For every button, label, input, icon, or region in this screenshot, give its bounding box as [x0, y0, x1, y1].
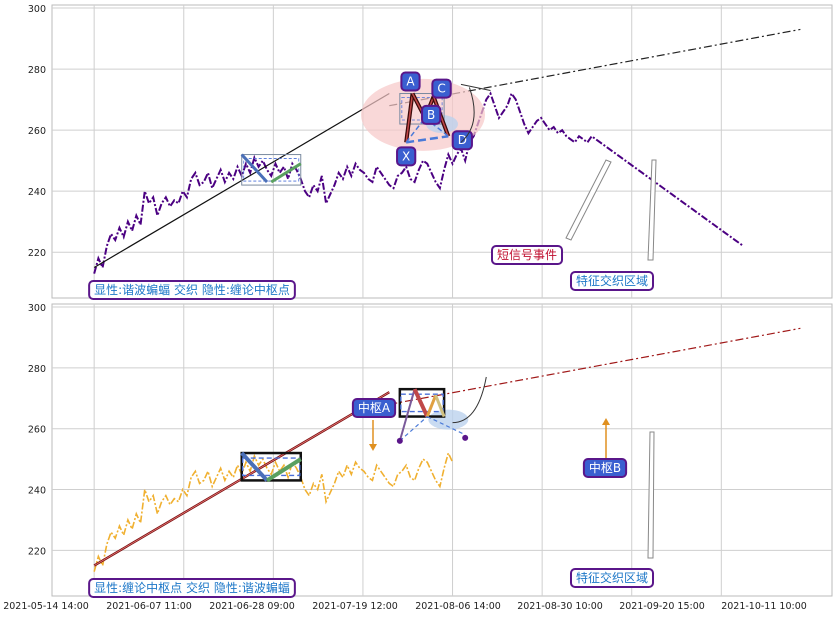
- bottom-mode-annotation: 显性:缠论中枢点 交织 隐性:谐波蝙蝠: [94, 580, 290, 595]
- short-signal-event-annotation-group: 短信号事件: [490, 245, 564, 265]
- pattern-point-label-d: D: [458, 133, 467, 147]
- x-tick-label: 2021-05-14 14:00: [3, 601, 89, 612]
- feature-zone-annotation-bottom: 特征交织区域: [576, 570, 648, 585]
- bottom-mode-annotation-group: 显性:缠论中枢点 交织 隐性:谐波蝙蝠: [88, 578, 296, 598]
- y-tick-label: 220: [28, 248, 46, 259]
- wave-segment-up: [270, 162, 302, 184]
- pattern-point-label-d-group: D: [451, 130, 473, 151]
- curved-arrow: [460, 87, 475, 143]
- y-tick-label: 220: [28, 546, 46, 557]
- wave-segment-down: [240, 153, 269, 184]
- short-signal-event-annotation: 短信号事件: [497, 248, 557, 262]
- x-axis: 2021-05-14 14:00 2021-06-07 11:00 2021-06-…: [3, 601, 807, 612]
- pivot-b-label-box: [582, 458, 628, 478]
- pattern-point-label-c: C: [437, 82, 445, 96]
- wave-segment-down: [240, 451, 269, 482]
- top-mode-annotation-group: 显性:谐波蝙蝠 交织 隐性:缠论中枢点: [88, 280, 296, 300]
- y-tick-label: 240: [28, 187, 46, 198]
- pattern-point-label-c-group: C: [431, 78, 452, 99]
- wave-segment-cd: [434, 394, 446, 418]
- pivot-b-arrowhead: [602, 418, 610, 425]
- pivot-a-label-box: [351, 398, 397, 418]
- pattern-point-label-a-box: [400, 71, 421, 92]
- pivot-a-label-group: 中枢A: [351, 398, 397, 418]
- top-panel: 220 240 260 280 300 X A BC D 显性:谐波蝙蝠 交织 隐性:缠论中枢点 短…: [28, 4, 833, 300]
- bottom-mode-annotation-box: [88, 578, 296, 598]
- feature-zone-annotation-top-group: 特征交织区域: [569, 271, 655, 291]
- x-tick-label: 2021-10-11 10:00: [721, 601, 807, 612]
- pattern-point-label-b: B: [427, 108, 435, 122]
- pattern-point-label-x-group: X: [396, 146, 417, 167]
- harmonic-xb-line: [399, 416, 428, 442]
- harmonic-leg-inner: [405, 93, 414, 143]
- pivot-b-label: 中枢B: [589, 460, 621, 475]
- feature-zone-annotation-bottom-box: [569, 568, 655, 588]
- pattern-point-label-x-box: [396, 146, 417, 167]
- price-series-line: [93, 450, 454, 572]
- pattern-point-label-x: X: [402, 149, 410, 163]
- wave-segment-up: [265, 457, 302, 483]
- curved-arrow: [452, 376, 487, 424]
- pivot-a-arrowhead: [369, 444, 377, 451]
- pattern-point-x: [396, 437, 403, 444]
- feature-zone-annotation-top-box: [569, 271, 655, 291]
- y-tick-label: 280: [28, 364, 46, 375]
- pivot-zone-midband: [242, 457, 301, 477]
- y-tick-label: 280: [28, 65, 46, 76]
- y-tick-label: 300: [28, 4, 46, 15]
- x-tick-label: 2021-06-07 11:00: [106, 601, 192, 612]
- pattern-point-label-b-group: B: [421, 104, 442, 125]
- short-signal-event-annotation-box: [490, 245, 564, 265]
- arrow-tick: [460, 83, 491, 91]
- x-tick-label: 2021-06-28 09:00: [209, 601, 295, 612]
- pivot-b-label-group: 中枢B: [582, 458, 628, 478]
- pointer-arrow-signal: [565, 159, 612, 241]
- pivot-a-label: 中枢A: [358, 400, 391, 415]
- y-tick-label: 240: [28, 486, 46, 497]
- top-mode-annotation: 显性:谐波蝙蝠 交织 隐性:缠论中枢点: [94, 282, 290, 297]
- plot-frame: [51, 4, 833, 299]
- x-tick-label: 2021-08-30 10:00: [517, 601, 603, 612]
- pattern-point-label-b-box: [421, 104, 442, 125]
- plot-frame: [51, 303, 833, 597]
- harmonic-xd-line: [405, 135, 449, 144]
- pointer-arrow-zone: [647, 431, 655, 559]
- pivot-zone-box: [240, 451, 303, 482]
- pointer-arrow-zone: [647, 159, 657, 261]
- pattern-point-label-a: A: [406, 75, 415, 89]
- feature-zone-annotation-bottom-group: 特征交织区域: [569, 568, 655, 588]
- harmonic-leg-xa: [398, 388, 416, 442]
- top-mode-annotation-box: [88, 280, 296, 300]
- x-tick-label: 2021-08-06 14:00: [415, 601, 501, 612]
- price-series-line: [93, 91, 745, 274]
- pattern-point-label-a-group: A: [400, 71, 421, 92]
- feature-zone-annotation-top: 特征交织区域: [576, 273, 648, 288]
- bottom-panel: 220 240 260 280 300 中枢A 中枢B 显性:缠论中枢点 交织 隐性:谐波蝙蝠…: [28, 303, 833, 598]
- x-tick-label: 2021-07-19 12:00: [312, 601, 398, 612]
- y-tick-label: 260: [28, 126, 46, 137]
- pivot-zone-box: [398, 387, 446, 418]
- wave-segment-ab: [412, 388, 430, 418]
- feature-zone-fill: [428, 409, 469, 430]
- pivot-box: [241, 154, 302, 186]
- pattern-point-d: [462, 434, 469, 441]
- wave-segment-bc: [425, 394, 438, 418]
- harmonic-bd-line: [426, 416, 466, 436]
- y-tick-label: 260: [28, 425, 46, 436]
- x-tick-label: 2021-09-20 15:00: [619, 601, 705, 612]
- y-tick-label: 300: [28, 303, 46, 314]
- projection-line: [389, 327, 801, 405]
- pivot-box: [399, 93, 445, 125]
- pattern-point-label-c-box: [431, 78, 452, 99]
- pivot-zone-midband: [400, 393, 444, 413]
